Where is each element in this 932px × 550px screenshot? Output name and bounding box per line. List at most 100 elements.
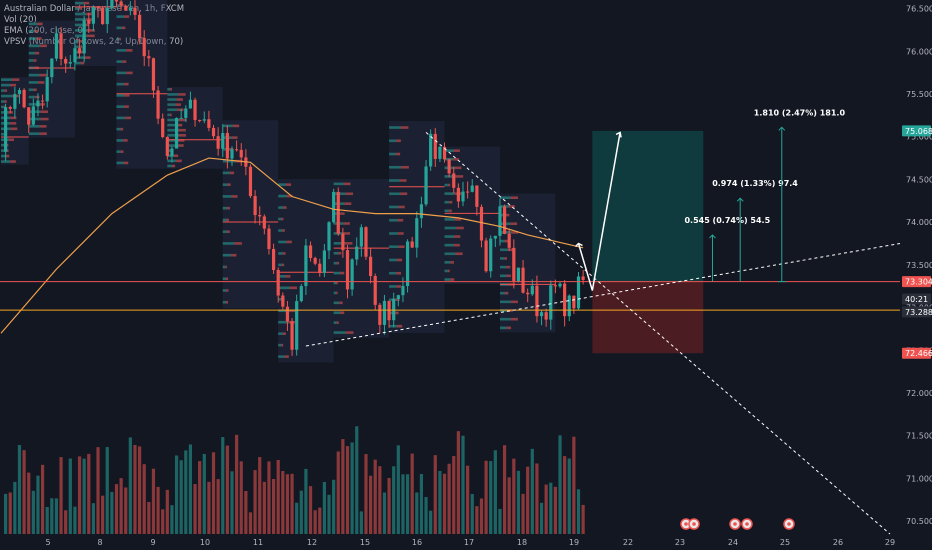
- profile-bar-up: [444, 226, 457, 230]
- profile-bar-down: [336, 261, 340, 265]
- candle-body: [73, 48, 77, 63]
- candle-body: [128, 7, 132, 11]
- volume-bar: [373, 459, 377, 534]
- volume-bar: [156, 486, 160, 534]
- volume-bar: [382, 492, 387, 534]
- volume-bar: [378, 466, 382, 534]
- profile-bar-up: [116, 60, 123, 63]
- time-tick-label: 15: [360, 538, 370, 547]
- profile-bar-down: [10, 116, 17, 120]
- price-tick-label: 75.500: [906, 90, 932, 99]
- volume-bar: [202, 453, 206, 534]
- candle-body: [184, 108, 188, 118]
- candle-body: [535, 285, 539, 317]
- profile-bar-up: [28, 95, 36, 99]
- profile-bar-down: [400, 165, 409, 169]
- arrowhead: [574, 242, 583, 248]
- profile-bar-down: [340, 212, 345, 215]
- time-tick-label: 23: [675, 538, 685, 547]
- profile-bar-up: [28, 59, 34, 62]
- candle-body: [133, 7, 137, 15]
- profile-bar-up: [1, 100, 5, 103]
- profile-bar-down: [176, 123, 183, 127]
- candle-body: [105, 8, 109, 25]
- candle-body: [396, 295, 400, 299]
- time-tick-label: 17: [464, 538, 474, 547]
- profile-bar-down: [285, 183, 292, 186]
- profile-bar-down: [39, 44, 47, 48]
- profile-bar-down: [232, 124, 240, 128]
- profile-bar-up: [222, 230, 228, 233]
- profile-bar-up: [116, 71, 127, 75]
- volume-bar: [230, 471, 234, 534]
- volume-bar: [369, 475, 373, 534]
- profile-bar-up: [278, 297, 283, 301]
- volume-bar: [101, 495, 105, 534]
- profile-bar-down: [5, 154, 10, 158]
- candle-body: [267, 228, 271, 249]
- candle-body: [221, 133, 225, 149]
- candle-body: [170, 148, 174, 156]
- profile-bar-up: [278, 320, 289, 324]
- profile-bar-down: [84, 56, 91, 59]
- profile-bar-down: [450, 261, 455, 264]
- candle-body: [341, 233, 345, 251]
- profile-bar-down: [455, 252, 463, 256]
- volume-bar: [54, 498, 59, 534]
- target-arrowhead: [709, 234, 716, 239]
- volume-bar: [267, 461, 271, 534]
- candle-body: [544, 312, 548, 320]
- volume-bar: [429, 510, 433, 534]
- profile-bar-up: [499, 274, 507, 278]
- profile-bar-down: [126, 71, 133, 75]
- volume-bar: [308, 486, 313, 534]
- candle-body: [142, 37, 146, 57]
- volume-bar: [290, 473, 294, 534]
- profile-bar-down: [455, 175, 464, 178]
- profile-bar-up: [389, 285, 397, 288]
- profile-bar-up: [222, 171, 230, 175]
- profile-bar-down: [504, 257, 507, 260]
- profile-bar-down: [231, 195, 238, 198]
- candle-body: [151, 58, 156, 91]
- legend-vpsv: VPSV (Number Of Rows, 24, Up/Down, 70): [4, 37, 184, 47]
- volume-bar: [87, 453, 91, 534]
- candle-body: [364, 227, 368, 257]
- profile-bar-up: [167, 118, 179, 122]
- profile-bar-down: [123, 105, 129, 108]
- candle-body: [119, 1, 123, 6]
- volume-bar: [553, 486, 557, 534]
- profile-bar-up: [499, 248, 509, 252]
- profile-bar-down: [40, 110, 48, 114]
- volume-bar: [572, 436, 576, 534]
- legend-ema: EMA (200, close, 0): [4, 26, 87, 36]
- price-tag: [902, 276, 931, 288]
- profile-bar-down: [284, 355, 289, 358]
- profile-bar-down: [225, 277, 229, 281]
- ascending-trendline: [305, 243, 901, 347]
- target-label: 1.810 (2.47%) 181.0: [754, 108, 846, 117]
- volume-bar: [364, 454, 368, 534]
- volume-bar: [188, 444, 193, 534]
- candle-body: [313, 257, 317, 264]
- volume-bar: [248, 512, 253, 534]
- profile-bar-up: [222, 289, 227, 292]
- candle-body: [295, 301, 299, 350]
- candle-body: [581, 276, 585, 280]
- candle-body: [124, 5, 128, 11]
- candle-body: [456, 187, 460, 202]
- profile-bar-down: [33, 59, 37, 62]
- candle-body: [202, 119, 206, 121]
- profile-bar-up: [116, 15, 125, 18]
- profile-bar-down: [510, 300, 518, 304]
- profile-bar-down: [395, 152, 401, 156]
- profile-bar-down: [336, 321, 339, 324]
- candle-body: [410, 241, 414, 248]
- profile-bar-up: [222, 265, 226, 269]
- profile-bar-up: [222, 218, 227, 222]
- candle-body: [96, 7, 100, 9]
- profile-bar-up: [278, 332, 283, 335]
- target-label: 0.974 (1.33%) 97.4: [712, 179, 798, 188]
- profile-bar-up: [389, 152, 396, 156]
